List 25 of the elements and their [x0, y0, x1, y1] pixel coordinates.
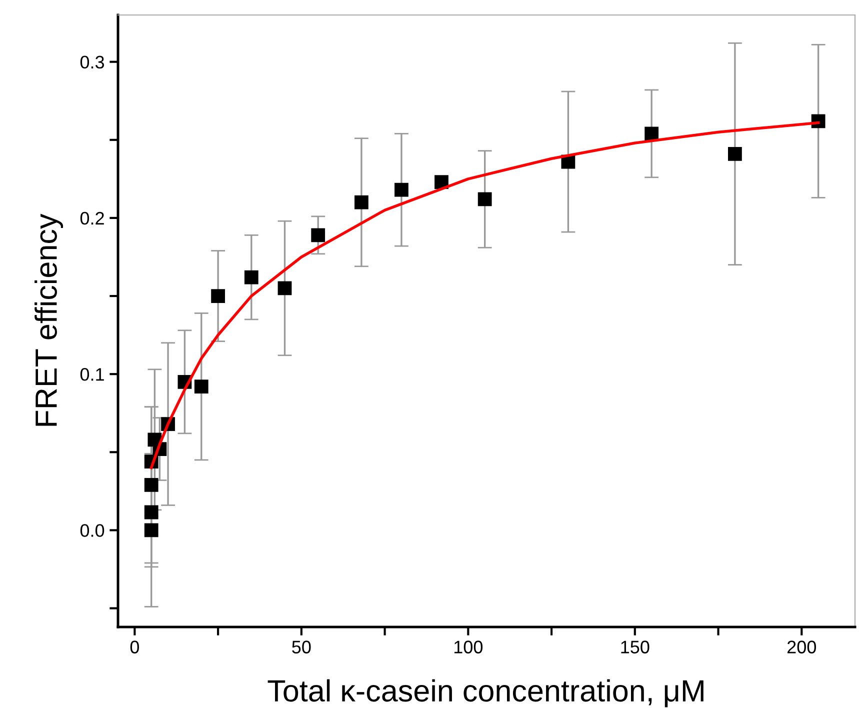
point	[728, 147, 742, 161]
y-tick-label: 0.0	[80, 524, 104, 537]
x-tick-label: 150	[621, 640, 650, 654]
point	[211, 289, 225, 303]
point	[278, 281, 292, 296]
point	[194, 380, 208, 394]
x-axis-title: Total κ-casein concentration, μM	[268, 679, 704, 708]
point	[434, 175, 448, 189]
point	[311, 228, 326, 242]
point	[478, 192, 492, 206]
point	[244, 270, 258, 284]
x-tick-label: 100	[454, 640, 483, 654]
y-tick-label: 0.1	[80, 368, 104, 381]
point	[644, 126, 659, 141]
y-tick-label: 0.2	[80, 212, 104, 225]
y-axis-title: FRET efficiency	[34, 214, 64, 426]
point	[144, 523, 158, 538]
point	[354, 195, 368, 210]
point	[394, 182, 408, 197]
point	[144, 505, 158, 520]
point	[144, 478, 158, 492]
x-tick-label: 200	[787, 640, 816, 654]
x-tick-label: 0	[130, 640, 139, 654]
y-tick-label: 0.3	[80, 56, 104, 69]
x-tick-label: 50	[292, 640, 311, 654]
